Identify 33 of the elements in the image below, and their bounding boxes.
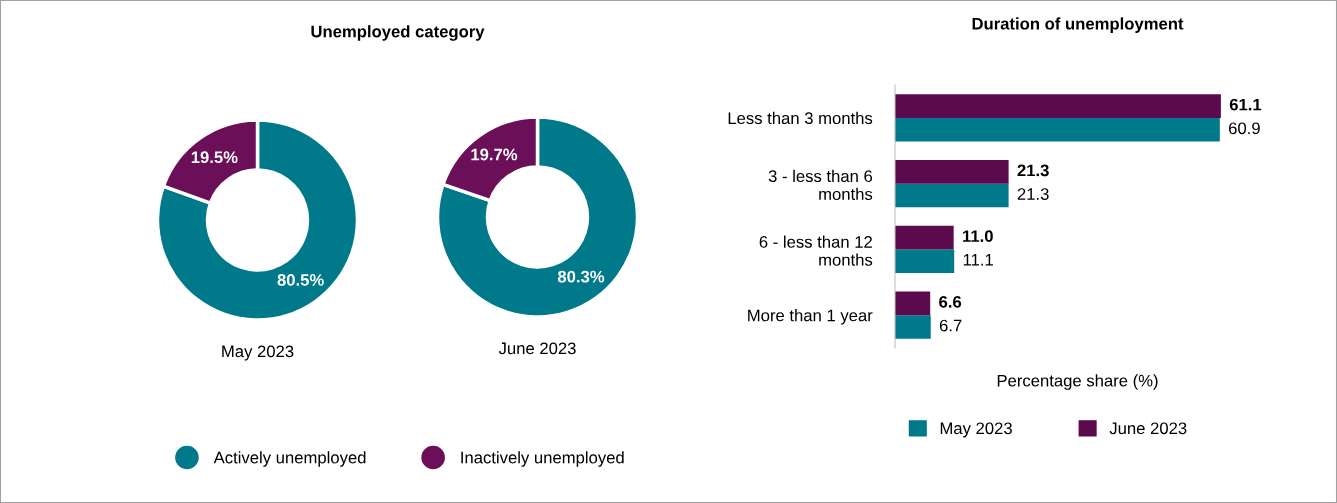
bar — [895, 159, 1009, 184]
data-label: 19.5% — [191, 151, 238, 164]
bar — [895, 249, 955, 274]
y-tick-label: More than 1 year — [748, 309, 873, 325]
chart-title: Unemployed category — [311, 25, 485, 41]
y-tick-label: Less than 3 months — [728, 111, 873, 125]
bar — [895, 225, 954, 250]
text: May 2023 — [222, 345, 294, 361]
data-label: 11.0 — [963, 230, 993, 243]
legend-label: Inactively unemployed — [461, 451, 624, 467]
data-label: 60.9 — [1229, 122, 1260, 135]
chart-title: Duration of unemployment — [972, 17, 1184, 33]
y-tick-label: 6 - less than 12 months — [759, 235, 873, 266]
data-label: 21.3 — [1017, 188, 1049, 200]
bar — [895, 291, 931, 316]
bar — [895, 183, 1009, 208]
data-label: 61.1 — [1229, 98, 1262, 111]
data-label: 21.3 — [1017, 164, 1049, 177]
data-label: 19.7% — [471, 148, 518, 161]
bar — [895, 315, 931, 339]
data-label: 80.3% — [557, 270, 605, 283]
x-axis-title: Percentage share (%) — [997, 374, 1158, 390]
bar — [895, 94, 1221, 118]
legend-label: June 2023 — [1109, 422, 1187, 435]
y-tick-label: 3 - less than 6 months — [768, 169, 873, 201]
data-label: 80.5% — [277, 274, 324, 286]
bar — [895, 117, 1220, 142]
legend-label: May 2023 — [940, 422, 1012, 438]
data-label: 11.1 — [963, 254, 993, 266]
data-label: 6.7 — [939, 319, 962, 332]
text: June 2023 — [498, 342, 576, 355]
data-label: 6.6 — [939, 295, 962, 308]
legend-label: Actively unemployed — [213, 451, 366, 467]
